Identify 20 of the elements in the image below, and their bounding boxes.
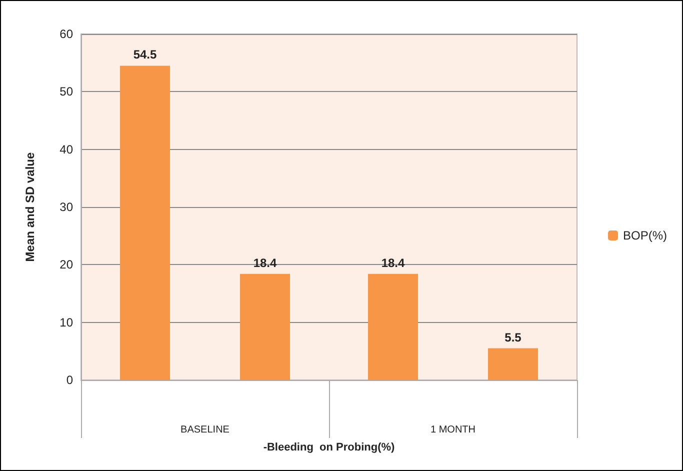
- bar: [120, 66, 170, 380]
- x-tick-label: 1 MONTH: [430, 424, 476, 436]
- data-label: 18.4: [253, 256, 277, 270]
- y-tick-label: 30: [60, 200, 74, 214]
- y-axis-title: Mean and SD value: [23, 152, 37, 262]
- y-tick-label: 60: [60, 27, 74, 41]
- x-axis-title: -Bleeding on Probing(%): [263, 442, 396, 454]
- bar: [368, 274, 418, 380]
- legend-label: BOP(%): [622, 228, 668, 242]
- y-tick-label: 10: [60, 315, 74, 330]
- y-tick-label: 50: [60, 84, 74, 99]
- bar: [488, 348, 538, 380]
- data-label: 54.5: [133, 48, 157, 62]
- x-tick-label: BASELINE: [180, 424, 230, 436]
- data-label: 18.4: [381, 256, 405, 270]
- y-tick-label: 20: [60, 258, 74, 272]
- bar: [240, 274, 290, 380]
- y-tick-label: 40: [60, 142, 74, 156]
- y-tick-label: 0: [66, 373, 74, 387]
- data-label: 5.5: [504, 330, 522, 344]
